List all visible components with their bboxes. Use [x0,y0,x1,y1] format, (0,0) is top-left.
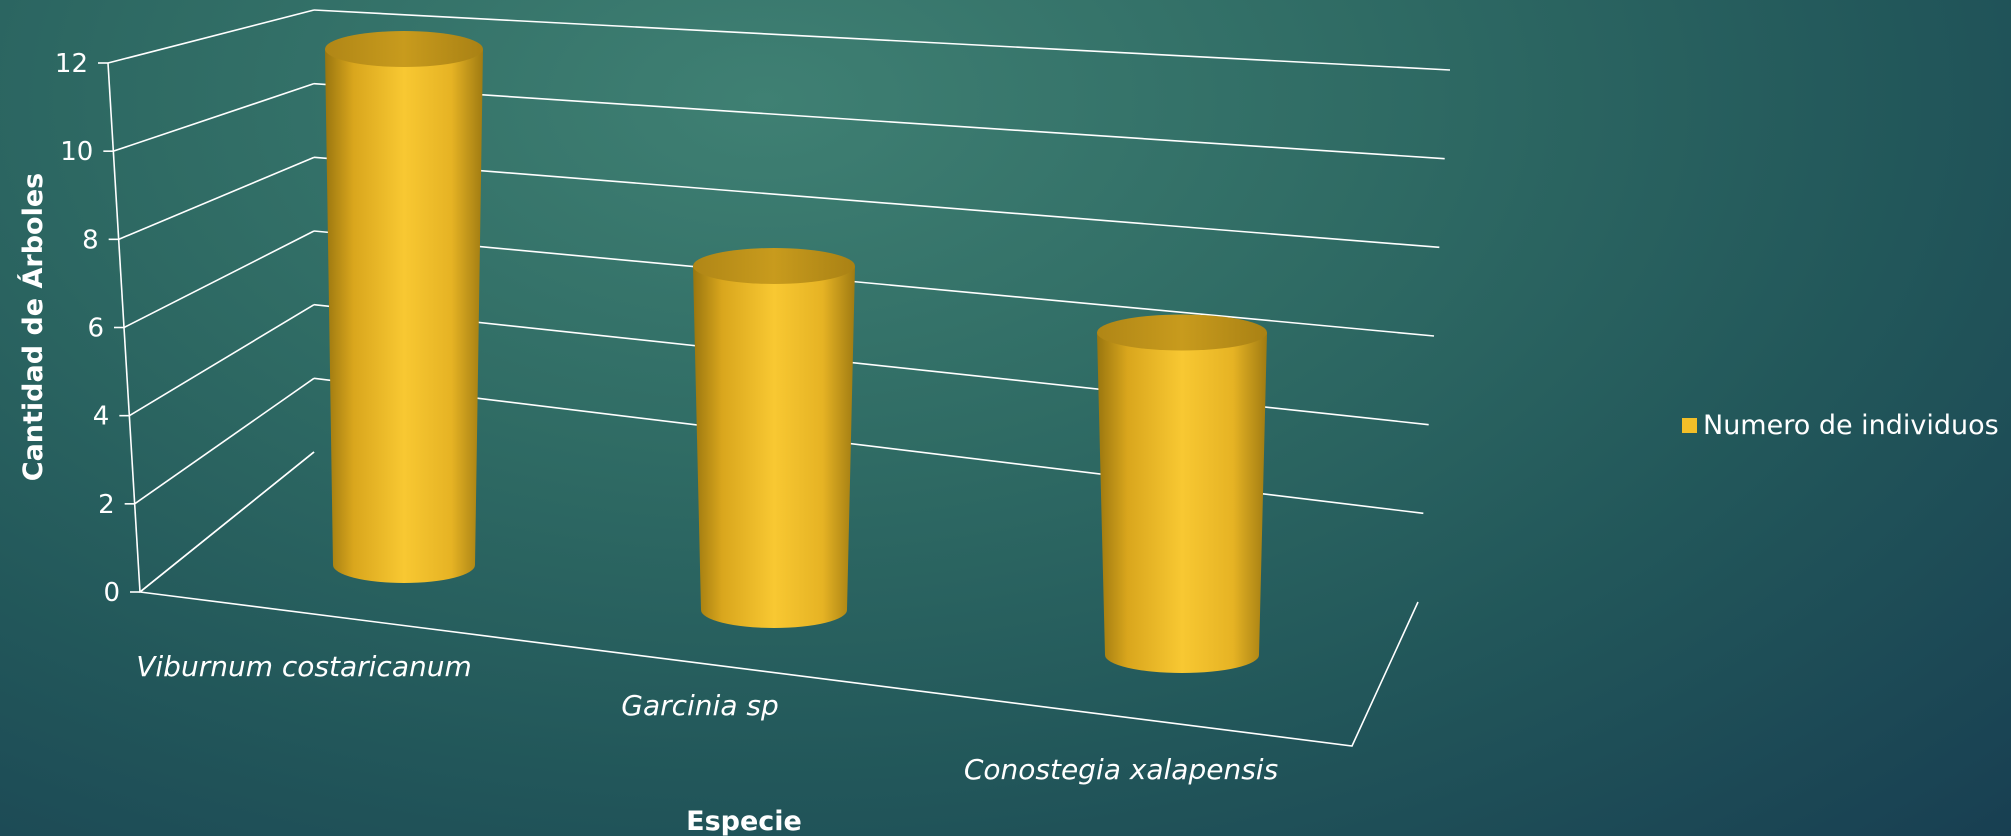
gridline-side-6 [107,9,315,64]
x-axis-title: Especie [686,806,802,836]
bar-body [1097,332,1267,673]
gridline-back-5 [313,82,1445,160]
bars [325,31,1267,673]
gridlines [107,9,1451,593]
bar-body [325,49,483,583]
gridline-side-5 [113,82,315,152]
gridline-side-4 [118,156,315,241]
gridline-side-3 [123,230,315,329]
category-label: Garcinia sp [621,689,779,722]
y-tick-label: 2 [98,490,115,520]
gridline-back-3 [313,230,1435,337]
y-tick-label: 10 [60,137,93,167]
gridline-side-2 [128,303,315,417]
y-axis-title: Cantidad de Árboles [17,173,49,481]
y-tick-label: 12 [55,49,88,79]
gridline-back-6 [313,9,1451,71]
bar-top [325,31,483,67]
gridline-side-1 [134,377,315,505]
bar-top [693,248,855,284]
bar-body [693,266,855,628]
y-tick-label: 6 [87,314,104,344]
category-labels: Viburnum costaricanum Garcinia sp Conosteg… [136,650,1278,786]
legend: Numero de individuos [1682,410,1999,441]
bar-0 [325,31,483,583]
floor-outline [138,451,1419,747]
gridline-back-4 [313,156,1440,249]
y-tick-labels: 0 2 4 6 8 10 12 [55,49,120,608]
axes [98,62,1419,747]
bar-1 [693,248,855,628]
y-tick-label: 8 [82,225,99,255]
category-label: Viburnum costaricanum [136,650,472,683]
bar-2 [1097,314,1267,673]
legend-swatch [1682,418,1697,433]
y-tick-label: 4 [93,402,110,432]
legend-label: Numero de individuos [1703,410,1999,441]
bar-top [1097,314,1267,351]
category-label: Conostegia xalapensis [964,753,1278,786]
y-tick-label: 0 [103,578,120,608]
